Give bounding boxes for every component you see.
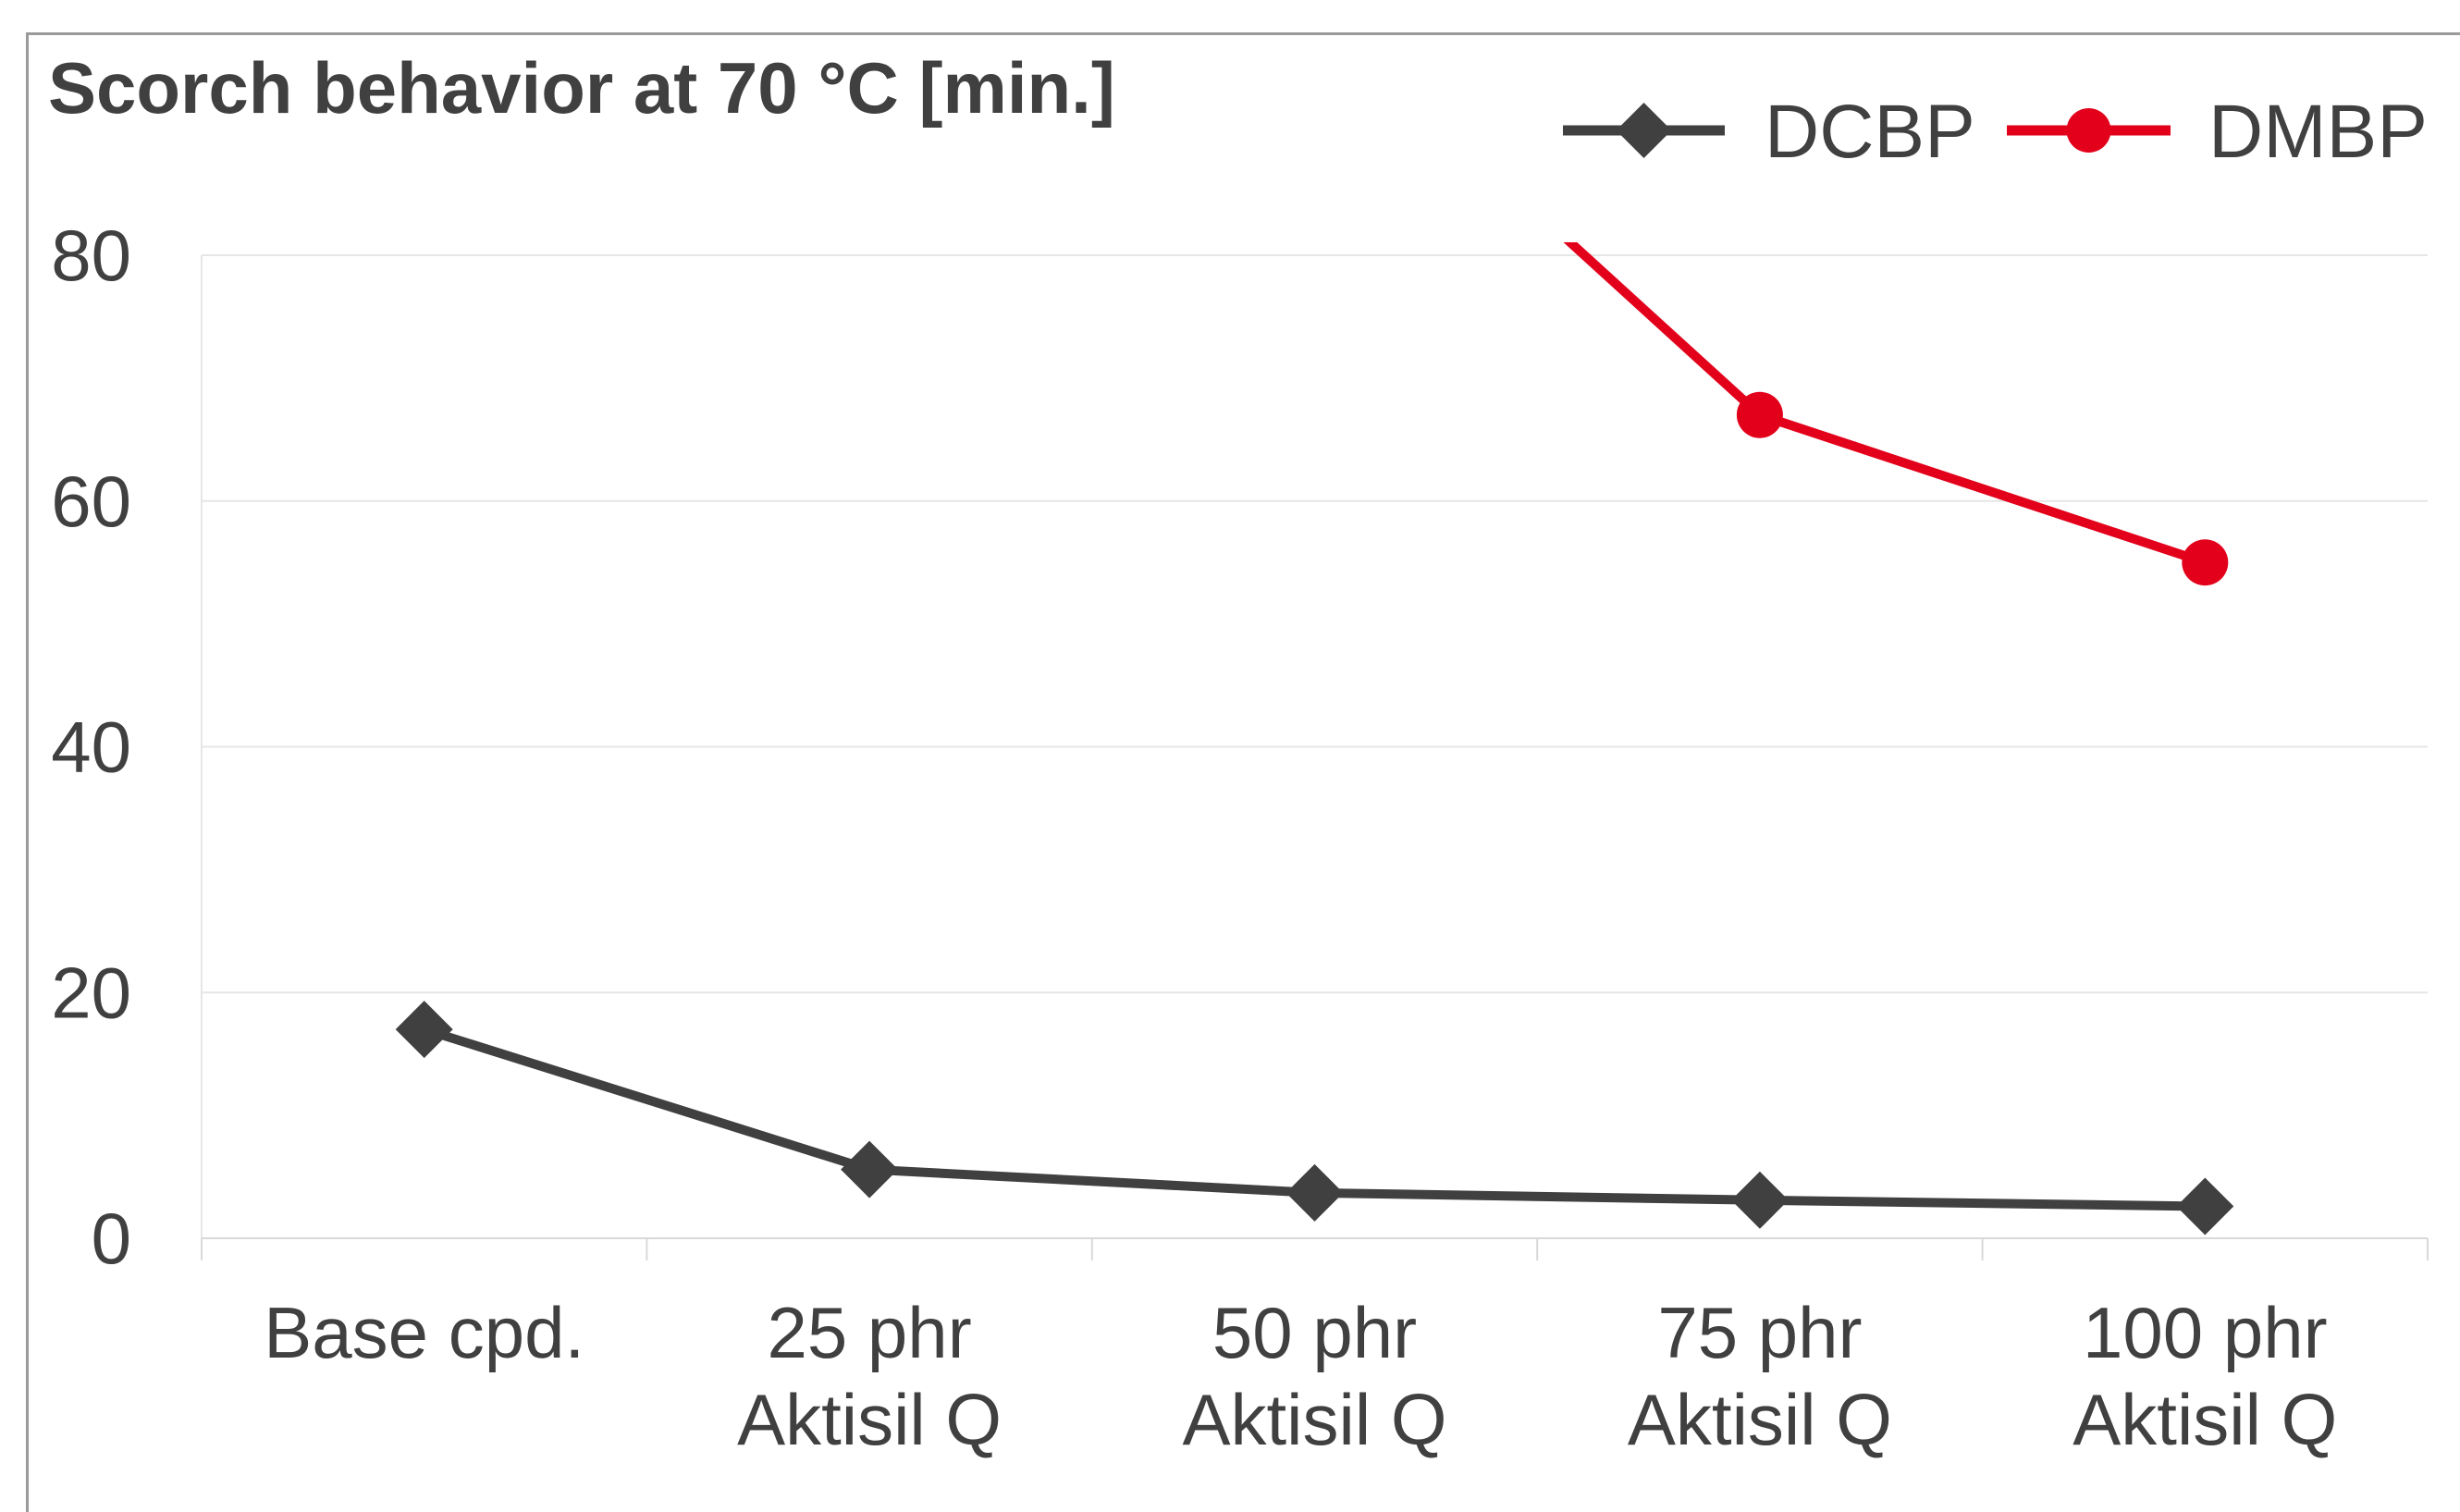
- x-category-line: 75 phr: [1657, 1292, 1862, 1373]
- data-point-dcbp: [841, 1140, 899, 1199]
- y-tick-label: 80: [51, 215, 131, 296]
- data-point-dcbp: [1730, 1171, 1789, 1229]
- y-tick-label: 40: [51, 707, 131, 788]
- x-category-line: 25 phr: [768, 1292, 972, 1373]
- data-point-dmbp: [1292, 0, 1338, 32]
- legend-marker-circle: [2066, 108, 2111, 153]
- x-category-line: Aktisil Q: [1628, 1379, 1892, 1460]
- y-tick-label: 60: [51, 461, 131, 542]
- x-category-line: Aktisil Q: [1182, 1379, 1446, 1460]
- x-category-label: 25 phr Aktisil Q: [737, 1292, 1002, 1460]
- x-category-line: 50 phr: [1212, 1292, 1417, 1373]
- x-category-label: 50 phr Aktisil Q: [1182, 1292, 1446, 1460]
- data-point-dmbp: [1736, 391, 1783, 438]
- x-category-label: 100 phr Aktisil Q: [2073, 1292, 2337, 1460]
- x-category-line: 100 phr: [2083, 1292, 2328, 1373]
- chart-frame: [26, 32, 2460, 1512]
- chart-title: Scorch behavior at 70 °C [min.]: [48, 47, 1115, 129]
- scorch-line-chart: Scorch behavior at 70 °C [min.] 0 20 40 60 8…: [48, 0, 2429, 1460]
- legend: DCBP DMBP: [1563, 90, 2428, 174]
- x-category-label: 75 phr Aktisil Q: [1628, 1292, 1892, 1460]
- y-tick-label: 20: [51, 952, 131, 1033]
- legend-label-dcbp: DCBP: [1765, 90, 1975, 174]
- gridlines: [202, 254, 2428, 994]
- x-category-line: Aktisil Q: [2073, 1379, 2337, 1460]
- legend-marker-diamond: [1616, 103, 1672, 158]
- data-point-dcbp: [395, 1001, 453, 1059]
- data-point-dcbp: [1285, 1163, 1344, 1222]
- x-category-line: Aktisil Q: [737, 1379, 1002, 1460]
- data-point-dmbp: [2182, 539, 2229, 586]
- x-category-label: Base cpd.: [264, 1292, 584, 1373]
- data-point-dcbp: [2176, 1177, 2234, 1235]
- series-line-dmbp: [1563, 242, 2207, 567]
- y-tick-label: 0: [92, 1198, 131, 1279]
- legend-label-dmbp: DMBP: [2208, 90, 2428, 174]
- series-layer: [395, 0, 2234, 1235]
- x-category-line: Base cpd.: [264, 1292, 584, 1373]
